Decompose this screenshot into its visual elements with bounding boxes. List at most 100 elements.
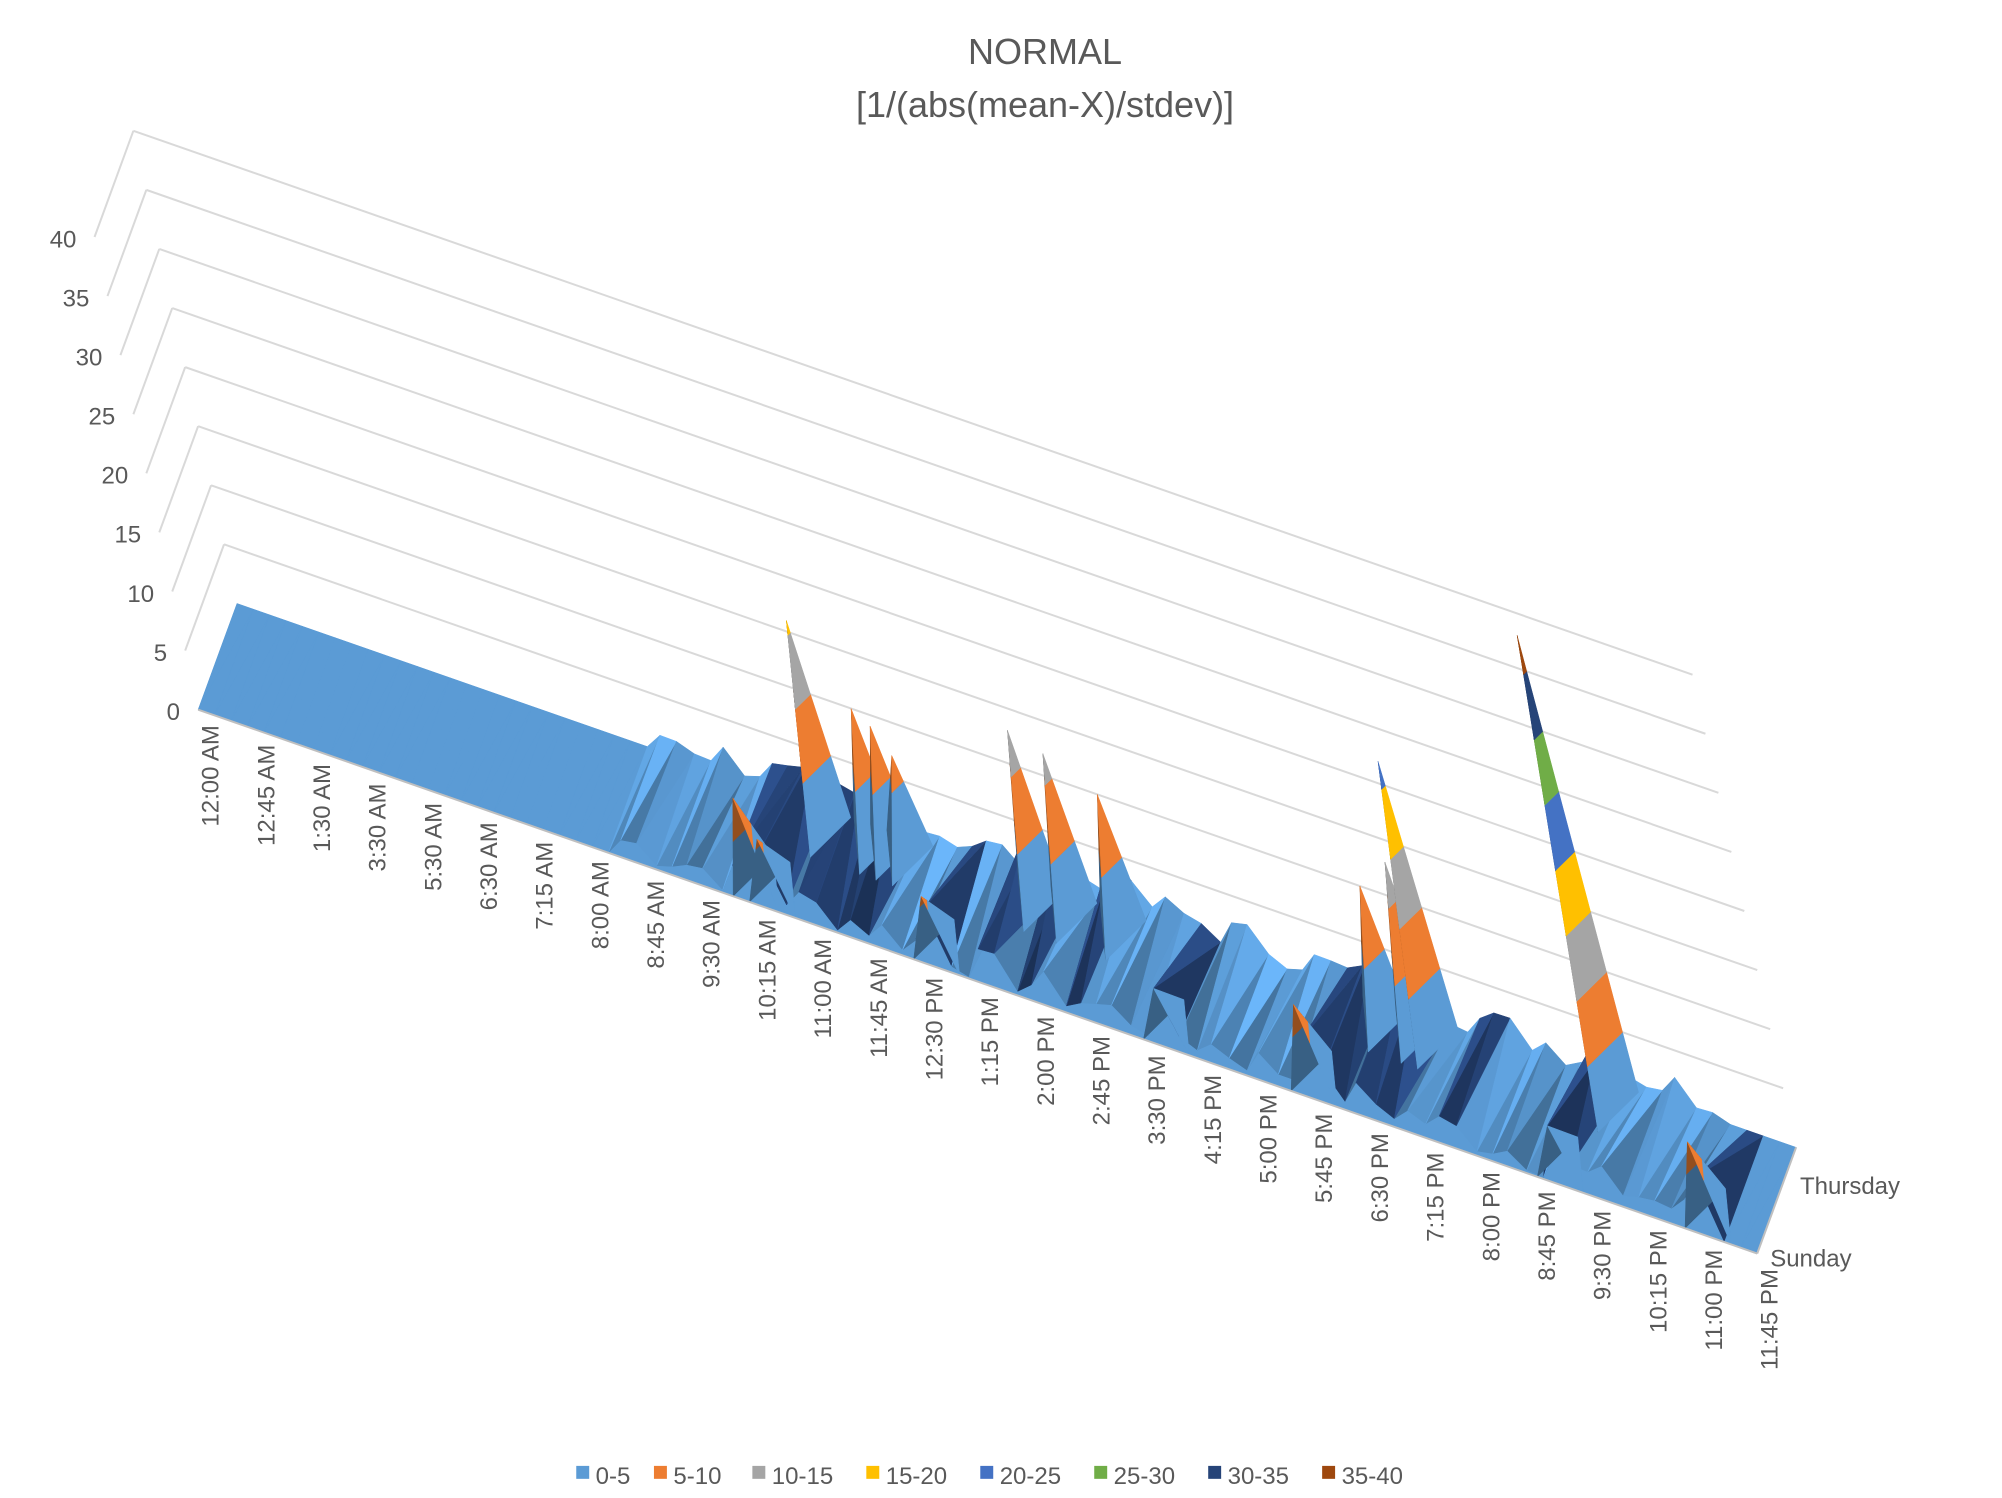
x-tick-label: 2:45 PM <box>1089 1036 1116 1125</box>
chart-title: NORMAL <box>968 31 1122 72</box>
surface-facet <box>411 677 468 785</box>
surface-facet <box>362 660 418 768</box>
x-axis-line <box>197 708 1758 1255</box>
surface-facet <box>1623 1077 1675 1196</box>
legend-swatch <box>1322 1465 1336 1479</box>
x-tick-label: 8:00 PM <box>1478 1172 1505 1261</box>
peak-band <box>920 895 928 910</box>
surface-facet <box>542 723 599 830</box>
legend-label: 10-15 <box>772 1463 833 1490</box>
chart-subtitle: [1/(abs(mean-X)/stdev)] <box>856 84 1234 125</box>
y-axis-ticks: Sunday Thursday <box>1770 1173 1900 1273</box>
gridline <box>210 484 1771 1031</box>
surface-facet <box>702 775 761 869</box>
surface-facet <box>378 666 435 773</box>
x-tick-label: 6:30 PM <box>1367 1133 1394 1222</box>
surface-facet <box>1740 1141 1797 1248</box>
x-tick-label: 12:45 AM <box>253 745 280 846</box>
surface-facet <box>345 654 402 762</box>
peak-band <box>1359 885 1385 970</box>
surface-facet <box>1694 1129 1764 1178</box>
peak-band <box>1546 1125 1584 1193</box>
z-tick-label: 15 <box>114 522 141 549</box>
peak-band <box>1384 861 1399 910</box>
legend-item: 25-30 <box>1094 1463 1175 1490</box>
surface-facet <box>608 735 661 853</box>
legend-item: 15-20 <box>866 1463 947 1490</box>
legend-item: 35-40 <box>1322 1463 1403 1490</box>
surface-facet <box>636 741 695 844</box>
x-tick-label: 11:45 AM <box>866 958 893 1058</box>
x-tick-label: 8:45 AM <box>643 881 670 969</box>
gridlines <box>93 129 1784 1090</box>
surface-facet <box>1601 1086 1663 1167</box>
legend-swatch <box>653 1465 667 1479</box>
surface-facet <box>620 734 677 841</box>
legend-swatch <box>1208 1465 1222 1479</box>
surface-facet <box>312 643 369 750</box>
surface-facet <box>263 626 320 733</box>
z-tick-label: 35 <box>63 285 90 312</box>
x-tick-label: 10:15 PM <box>1645 1230 1672 1333</box>
x-tick-label: 4:15 PM <box>1200 1075 1227 1164</box>
peak-band <box>1687 1141 1704 1181</box>
surface-facet <box>558 729 615 836</box>
z-tick-label: 40 <box>50 226 77 253</box>
x-tick-label: 7:15 PM <box>1423 1153 1450 1242</box>
surface-facet <box>460 694 517 802</box>
surface-facet <box>1407 1023 1469 1111</box>
surface-facet <box>575 734 632 842</box>
legend-item: 10-15 <box>752 1463 833 1490</box>
gridline <box>158 248 1719 794</box>
peak-band <box>786 620 791 636</box>
surface-facet <box>493 706 550 813</box>
surface-facet <box>1507 1042 1567 1151</box>
surface-facet <box>591 740 648 848</box>
surface-facet <box>1246 968 1303 1071</box>
surface-facet <box>902 835 958 950</box>
legend-label: 5-10 <box>673 1463 721 1490</box>
gridline-side <box>106 189 148 297</box>
peak-band <box>787 632 811 710</box>
x-tick-label: 5:30 AM <box>420 803 447 891</box>
surface-facet <box>1229 953 1288 1058</box>
legend-swatch <box>980 1465 994 1479</box>
gridline-side <box>93 130 135 238</box>
x-tick-label: 11:00 AM <box>810 939 837 1039</box>
gridline-side <box>119 248 161 356</box>
peak-band <box>1097 794 1123 878</box>
gridline-side <box>158 425 200 533</box>
gridline-side <box>184 544 225 651</box>
surface-facet <box>526 717 582 825</box>
surface-facet <box>476 700 533 808</box>
gridline <box>197 425 1758 972</box>
gridline-side <box>132 307 174 415</box>
surface-facet <box>296 637 353 745</box>
legend-item: 20-25 <box>980 1463 1061 1490</box>
surface-facet <box>1438 1012 1495 1117</box>
legend-swatch <box>1094 1465 1108 1479</box>
legend-item: 5-10 <box>653 1463 721 1490</box>
peak-band <box>732 797 754 849</box>
legend-swatch <box>866 1465 880 1479</box>
peak-band <box>1042 753 1053 786</box>
legend-item: 30-35 <box>1208 1463 1289 1490</box>
peak-band <box>1152 987 1190 1056</box>
surface-facet <box>444 689 500 796</box>
surface-facet <box>881 831 941 925</box>
surface-facet <box>671 746 724 867</box>
z-tick-label: 25 <box>89 404 116 431</box>
gridline <box>146 188 1706 735</box>
gridline-side <box>145 366 187 474</box>
x-tick-label: 12:30 PM <box>921 978 948 1081</box>
x-tick-label: 1:15 PM <box>977 997 1004 1086</box>
surface-facet <box>1724 1135 1781 1243</box>
x-tick-label: 8:00 AM <box>587 861 614 949</box>
surface-facet <box>1111 896 1166 1005</box>
surface-facet <box>1131 896 1185 1026</box>
x-tick-label: 12:00 AM <box>198 725 225 826</box>
x-tick-label: 2:00 PM <box>1033 1017 1060 1106</box>
surface-facet <box>1197 922 1248 1051</box>
surface-facet <box>951 840 1003 967</box>
